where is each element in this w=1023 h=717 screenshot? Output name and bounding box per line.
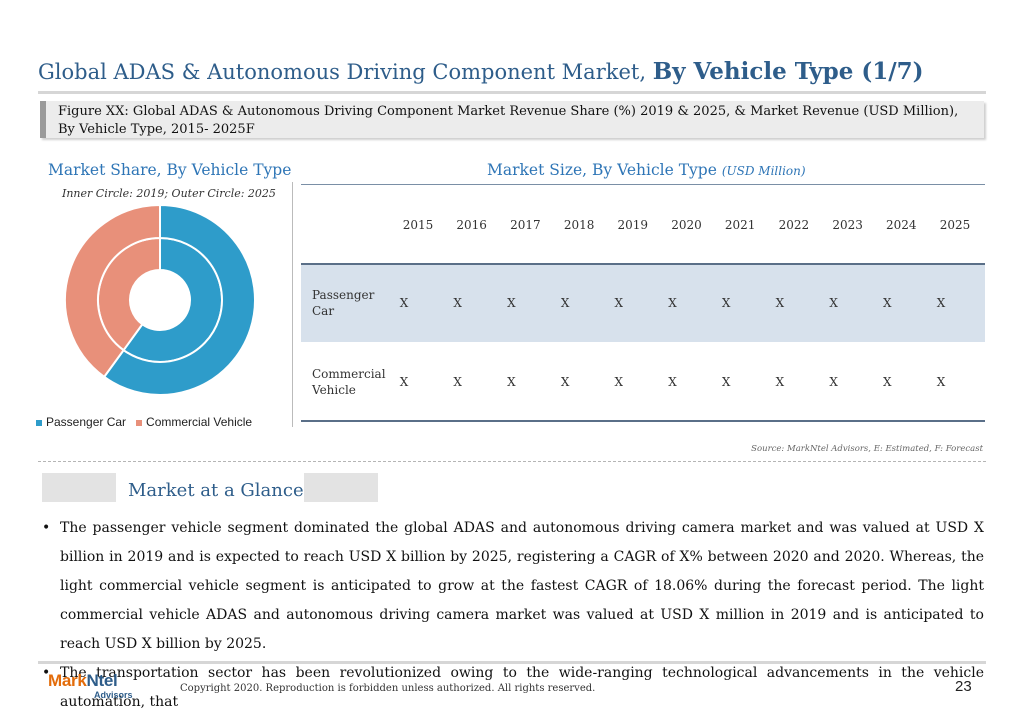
copyright-text: Copyright 2020. Reproduction is forbidde… (180, 683, 596, 694)
table-cell: X (775, 375, 785, 389)
table-row-label: Passenger Car (312, 288, 375, 318)
bullet-text: The passenger vehicle segment dominated … (60, 520, 984, 652)
glance-bullets: • The passenger vehicle segment dominated… (40, 514, 984, 717)
table-cell: X (453, 296, 462, 310)
legend-swatch (136, 419, 143, 426)
year-header: 2015 (402, 218, 434, 232)
ring-description: Inner Circle: 2019; Outer Circle: 2025 (62, 187, 276, 200)
table-cell: X (668, 296, 677, 310)
table-bottom-rule (301, 420, 985, 422)
year-header: 2021 (724, 218, 756, 232)
panel-divider (292, 182, 293, 427)
legend-label: Passenger Car (46, 415, 127, 429)
table-cell: X (399, 296, 409, 310)
year-header: 2025 (939, 218, 971, 232)
table-cell: X (399, 375, 409, 389)
table-cell: X (883, 375, 892, 389)
bullet-dot: • (42, 665, 51, 681)
glance-decor-right (304, 473, 378, 502)
year-header: 2020 (671, 218, 702, 232)
donut-slice-outer-commercial-vehicle (64, 203, 161, 379)
legend-swatch (36, 419, 42, 426)
glance-decor-left (42, 473, 116, 502)
market-size-heading: Market Size, By Vehicle Type (USD Millio… (487, 161, 806, 179)
table-cell: X (560, 296, 570, 310)
table-cell: X (829, 296, 838, 310)
bullet-item: • The passenger vehicle segment dominated… (40, 514, 984, 659)
legend-item-passenger-car: Passenger Car (36, 415, 126, 429)
logo-sub: Advisors (94, 690, 133, 700)
year-header: 2024 (886, 218, 917, 232)
year-header: 2018 (563, 218, 595, 232)
table-cell: X (829, 375, 838, 389)
table-cell: X (936, 375, 946, 389)
table-cell: X (614, 296, 624, 310)
table-cell: X (560, 375, 570, 389)
table-cell: X (507, 296, 516, 310)
table-row-highlight (301, 263, 985, 342)
legend-label: Commercial Vehicle (146, 415, 253, 429)
year-header: 2023 (832, 218, 863, 232)
year-header: 2022 (778, 218, 810, 232)
table-cell: X (775, 296, 785, 310)
page-number: 23 (955, 678, 972, 695)
page-title-prefix: Global ADAS & Autonomous Driving Compone… (38, 60, 653, 84)
market-share-heading: Market Share, By Vehicle Type (48, 161, 292, 179)
bullet-item: • The transportation sector has been revo… (40, 659, 984, 717)
table-cell: X (507, 375, 516, 389)
logo-mark-b: Ntel (86, 671, 118, 690)
table-row-label: Commercial Vehicle (312, 367, 386, 397)
table-cell: X (721, 296, 731, 310)
figure-caption: Figure XX: Global ADAS & Autonomous Driv… (40, 101, 984, 138)
table-cell: X (883, 296, 892, 310)
bullet-text: The transportation sector has been revol… (60, 665, 984, 710)
table-cell: X (668, 375, 677, 389)
year-header: 2019 (617, 218, 649, 232)
year-header: 2016 (456, 218, 487, 232)
section-divider (38, 461, 986, 462)
glance-title: Market at a Glance (128, 480, 304, 501)
table-top-rule (301, 184, 985, 185)
page-title: Global ADAS & Autonomous Driving Compone… (38, 58, 924, 85)
chart-legend: Passenger Car Commercial Vehicle (36, 415, 252, 429)
legend-item-commercial-vehicle: Commercial Vehicle (136, 415, 252, 429)
table-cell: X (721, 375, 731, 389)
table-cell: X (453, 375, 462, 389)
donut-chart (64, 203, 256, 396)
marknel-logo: MarkNtel Advisors (48, 671, 133, 700)
page-title-bold: By Vehicle Type (1/7) (652, 58, 924, 85)
market-size-unit: (USD Million) (721, 164, 806, 178)
market-size-title: Market Size, By Vehicle Type (487, 161, 722, 179)
title-rule (38, 91, 986, 94)
table-cell: X (614, 375, 624, 389)
table-cell: X (936, 296, 946, 310)
source-note: Source: MarkNtel Advisors, E: Estimated,… (751, 444, 983, 454)
bullet-dot: • (42, 520, 51, 536)
logo-mark-a: Mark (48, 671, 87, 690)
donut-slice-outer-passenger-car (102, 203, 256, 396)
year-header: 2017 (510, 218, 541, 232)
footer-rule (38, 661, 986, 664)
